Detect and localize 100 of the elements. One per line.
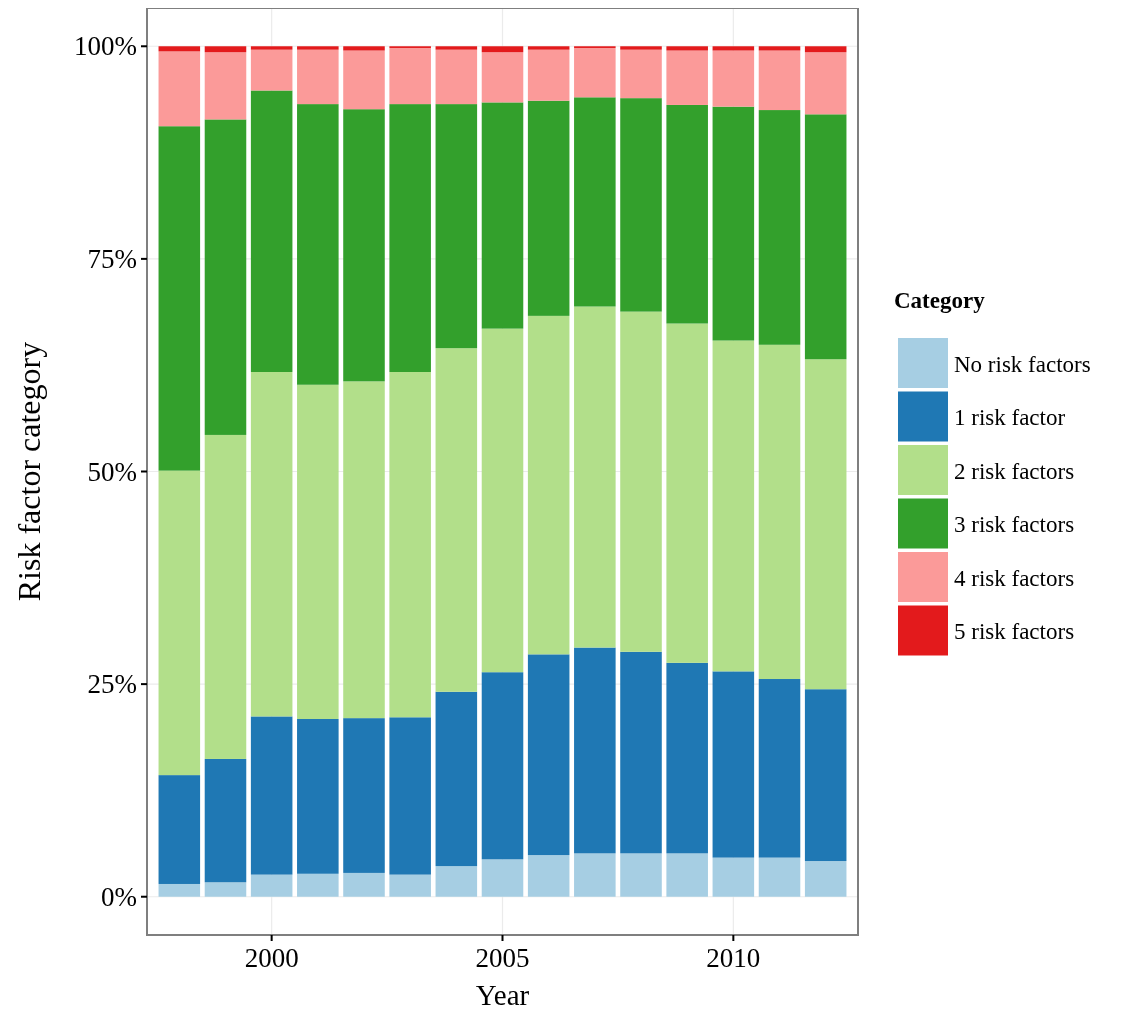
bar [204, 52, 247, 120]
bar [574, 97, 616, 307]
bar [435, 46, 478, 50]
bar [204, 46, 247, 53]
bar [389, 47, 431, 105]
bar [666, 50, 708, 105]
bar [204, 758, 247, 883]
bar [297, 49, 339, 105]
bar [574, 47, 616, 98]
bar [574, 306, 616, 648]
bar [712, 671, 755, 858]
bar [250, 372, 293, 717]
bar [620, 311, 662, 652]
x-axis-title: Year [475, 979, 530, 1011]
bar [158, 470, 201, 776]
bar [620, 49, 662, 99]
bar [712, 857, 755, 897]
bar [343, 718, 385, 873]
bar [297, 873, 339, 897]
bar [158, 883, 201, 897]
bar [620, 651, 662, 854]
bar [666, 323, 708, 663]
bar [804, 861, 847, 897]
bar [527, 46, 570, 50]
y-axis-title: Risk factor category [11, 341, 47, 602]
bar [435, 691, 478, 867]
bar [343, 109, 385, 382]
bar [758, 46, 801, 51]
bar [297, 104, 339, 385]
bar [758, 50, 801, 111]
legend-label: 3 risk factors [954, 512, 1075, 537]
bar [158, 775, 201, 884]
bar [435, 866, 478, 897]
bar [389, 874, 431, 897]
bar [250, 716, 293, 875]
bar [204, 434, 247, 759]
bar [158, 51, 201, 127]
y-tick-label: 75% [87, 243, 137, 274]
legend-title: Category [894, 288, 986, 313]
bar [435, 348, 478, 692]
bar [574, 853, 616, 897]
bar [481, 859, 524, 897]
bar [435, 49, 478, 105]
bar [712, 50, 755, 107]
bar [481, 102, 524, 329]
bar [527, 315, 570, 655]
bar [620, 46, 662, 50]
y-tick-label: 0% [101, 881, 137, 912]
bar [343, 381, 385, 719]
bar [250, 874, 293, 897]
legend-label: 4 risk factors [954, 565, 1075, 591]
bar [250, 49, 293, 91]
bar [343, 872, 385, 897]
y-tick-label: 100% [74, 31, 137, 62]
bar [758, 679, 801, 858]
bar [666, 853, 708, 897]
bar [204, 882, 247, 897]
bar [343, 46, 385, 51]
legend-label: No risk factors [954, 351, 1091, 377]
legend-label: 1 risk factor [954, 405, 1066, 430]
bar [758, 857, 801, 897]
bar [250, 46, 293, 50]
bar [620, 98, 662, 312]
bar [527, 855, 570, 897]
bar [297, 46, 339, 50]
bar [158, 126, 201, 471]
x-tick-label: 2010 [706, 943, 761, 973]
bar [527, 49, 570, 101]
bar [666, 104, 708, 324]
bar [204, 119, 247, 435]
bar [481, 328, 524, 673]
y-tick-label: 50% [87, 456, 137, 487]
legend-label: 2 risk factors [954, 458, 1075, 484]
bar [297, 384, 339, 719]
bar [481, 46, 524, 53]
bar [712, 106, 755, 341]
bar [527, 654, 570, 856]
bar [758, 344, 801, 680]
bar [712, 340, 755, 672]
bar [389, 104, 431, 372]
bar [250, 90, 293, 372]
bar [666, 46, 708, 51]
bar [712, 46, 755, 51]
bar [804, 689, 847, 862]
x-tick-label: 2005 [475, 943, 530, 973]
bar [389, 372, 431, 718]
bar [804, 359, 847, 690]
bar [297, 718, 339, 874]
bar [804, 46, 847, 53]
y-tick-label: 25% [87, 669, 137, 700]
bar [666, 662, 708, 854]
bar [343, 50, 385, 110]
bar [481, 52, 524, 103]
bar [620, 853, 662, 897]
bar [389, 717, 431, 875]
bar [481, 672, 524, 860]
legend-label: 5 risk factors [954, 619, 1075, 644]
bar [574, 647, 616, 854]
bar [804, 114, 847, 360]
bar [527, 100, 570, 316]
